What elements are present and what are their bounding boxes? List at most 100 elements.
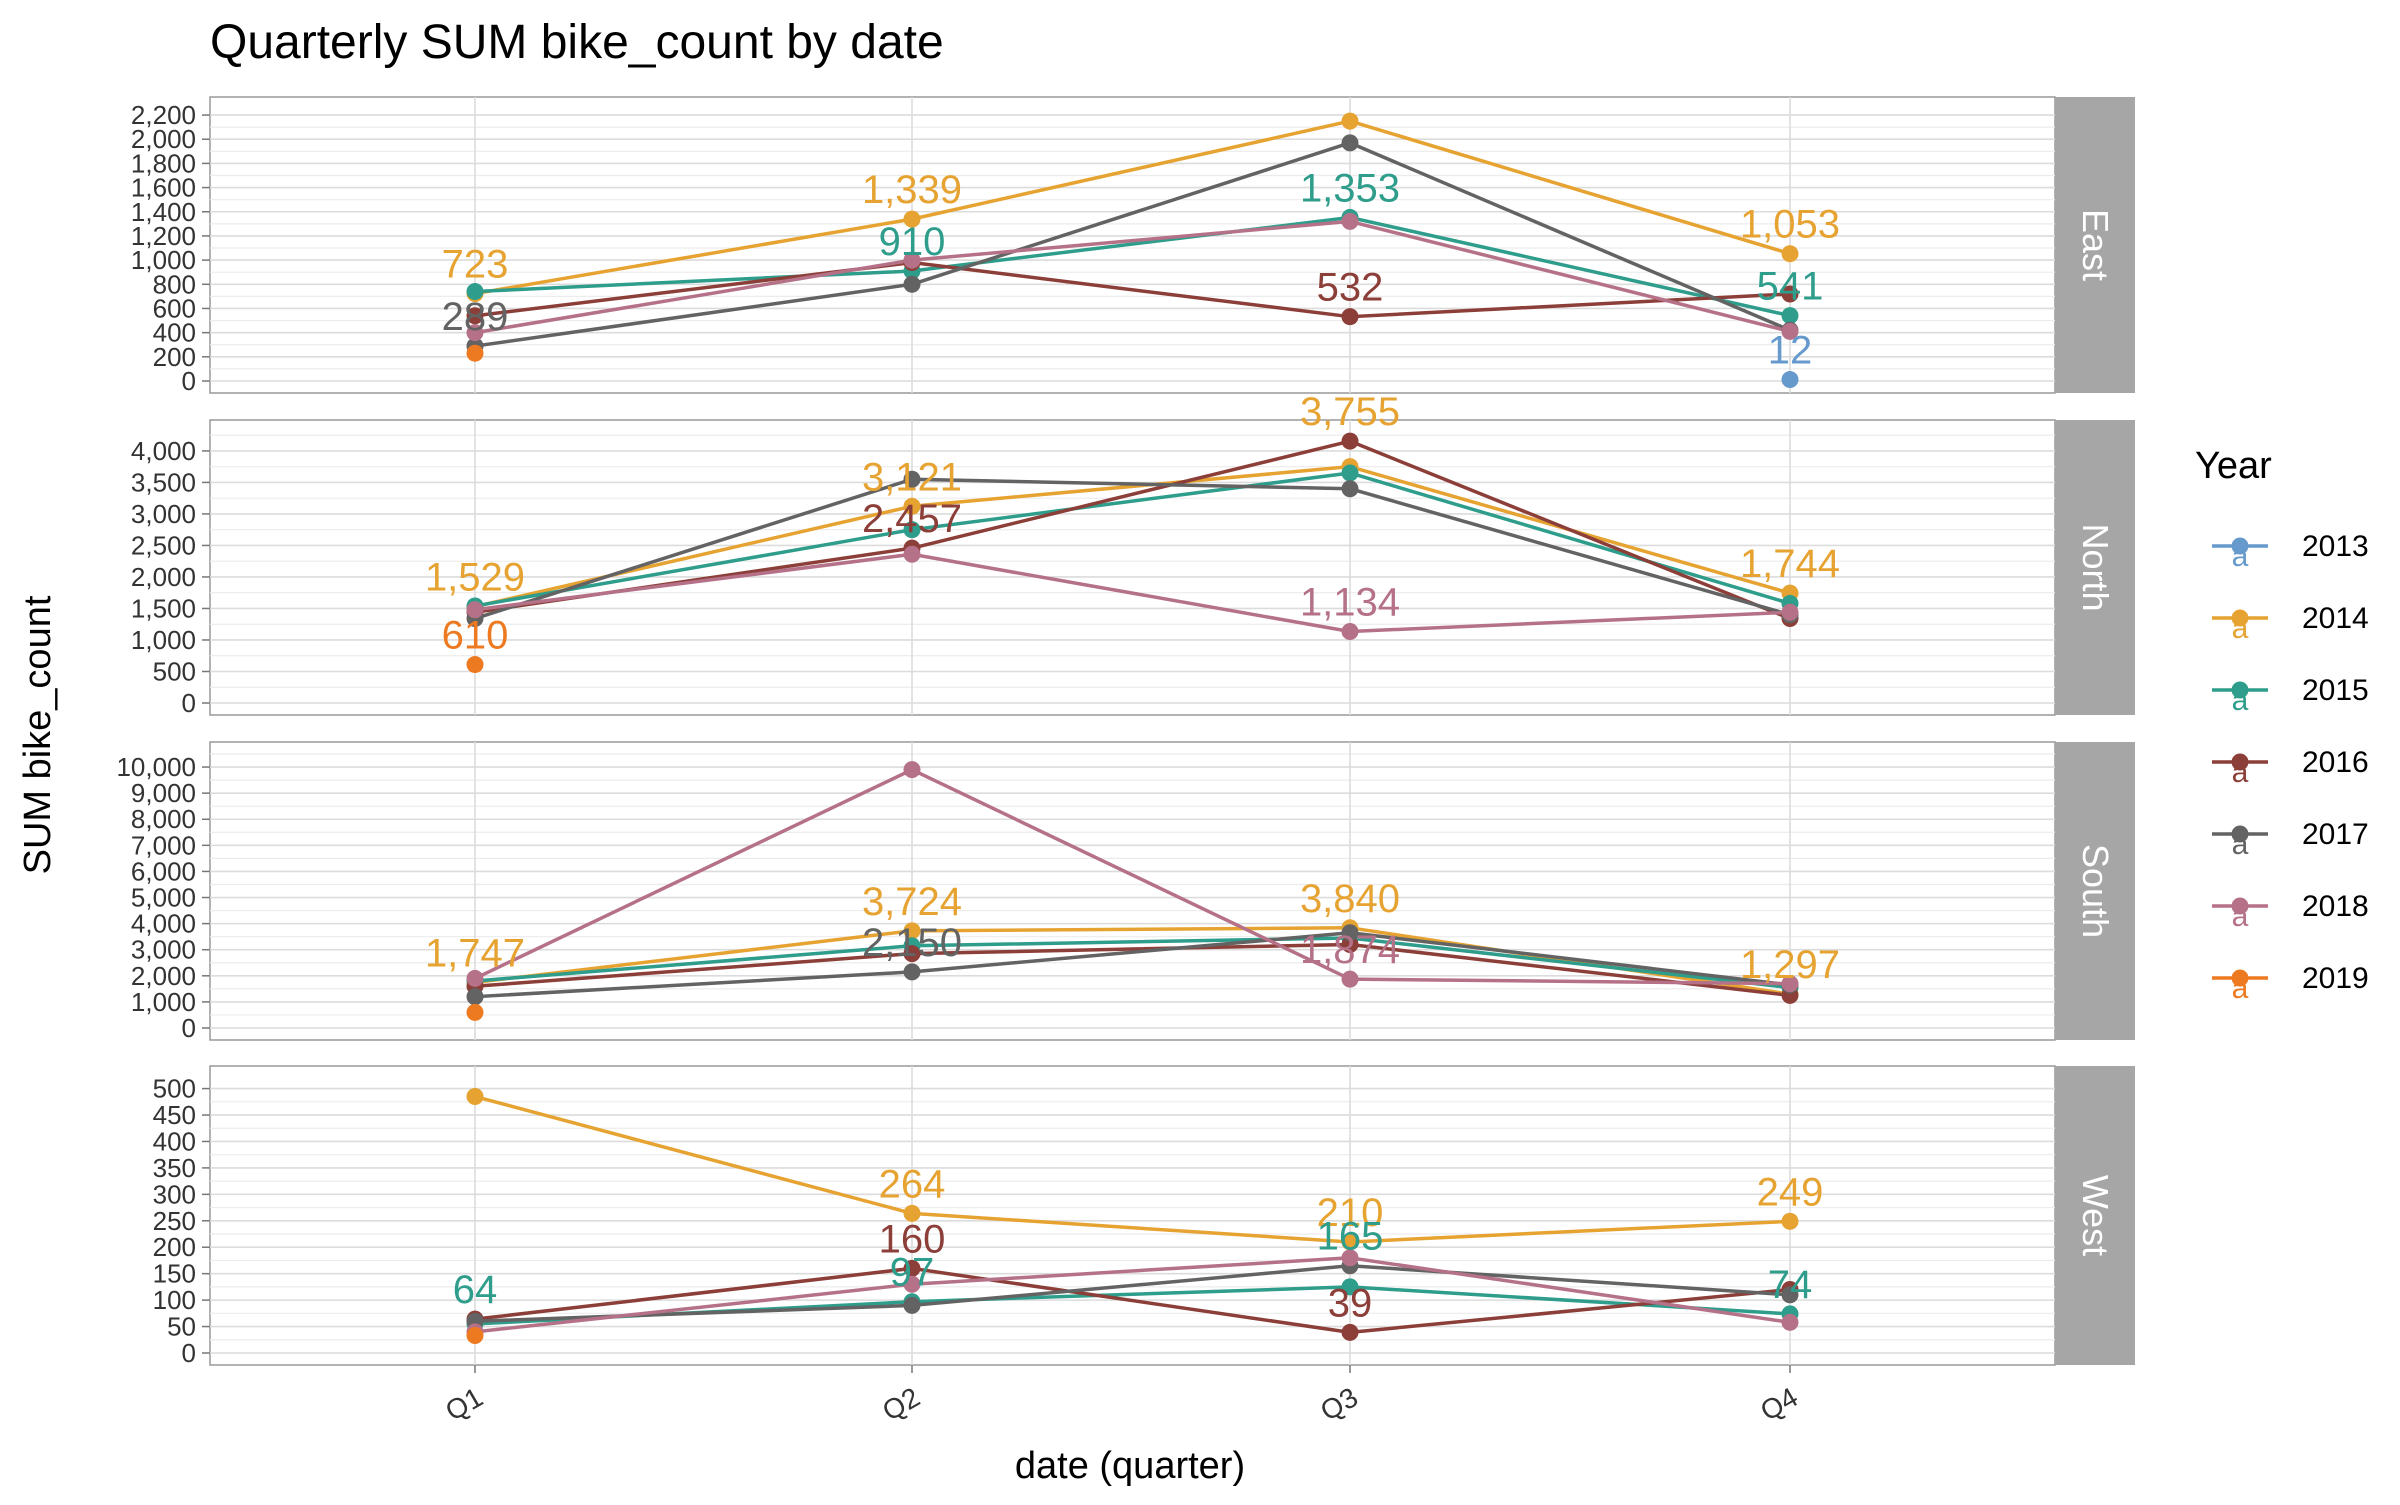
- facet-strip: [2055, 420, 2135, 715]
- legend-entry-label: 2013: [2302, 530, 2369, 563]
- data-point-2016: [1341, 432, 1359, 450]
- data-point-2017: [903, 470, 921, 488]
- data-point-2018: [466, 601, 484, 619]
- data-label: 1,339: [862, 168, 962, 212]
- data-label: 2,150: [862, 921, 962, 965]
- x-axis-ticks: Q1 Q2 Q3 Q4: [440, 1365, 1803, 1427]
- data-point-2019: [466, 1327, 484, 1345]
- series-line-2014: [474, 926, 1791, 996]
- data-point-2018: [1781, 322, 1799, 340]
- data-label: 1,747: [425, 931, 525, 975]
- legend-key-point: [2231, 825, 2249, 843]
- x-tick-label: Q3: [1315, 1381, 1363, 1427]
- y-tick-label: 250: [153, 1206, 196, 1236]
- facet-strip-label: North: [2075, 523, 2116, 611]
- legend-key-glyph: a: [2232, 684, 2249, 717]
- legend: Year a 2013 a 2014 a 2015 a 2016 a 2017 a 2018 a 2019: [2195, 445, 2369, 1005]
- series-line-2017: [474, 477, 1791, 621]
- y-tick-label: 1,800: [131, 148, 196, 178]
- y-tick-label: 300: [153, 1179, 196, 1209]
- y-tick-label: 150: [153, 1259, 196, 1289]
- y-tick-label: 1,000: [131, 987, 196, 1017]
- y-tick-label: 6,000: [131, 856, 196, 886]
- data-label: 1,053: [1740, 203, 1840, 247]
- data-point-2019: [466, 344, 484, 362]
- data-point-2018: [1341, 1249, 1359, 1267]
- data-label: 723: [442, 243, 509, 287]
- series-line-2018: [474, 219, 1791, 335]
- data-label: 1,353: [1300, 166, 1400, 210]
- legend-key-glyph: a: [2232, 756, 2249, 789]
- data-label: 2,457: [862, 497, 962, 541]
- legend-key-point: [2231, 681, 2249, 699]
- data-point-2018: [1781, 1313, 1799, 1331]
- series-line-2016: [474, 1266, 1791, 1335]
- data-point-2016: [466, 307, 484, 325]
- y-tick-label: 600: [153, 293, 196, 323]
- data-point-2015: [903, 521, 921, 539]
- legend-entry-label: 2019: [2302, 962, 2369, 995]
- data-point-2014: [1341, 1233, 1359, 1251]
- y-tick-label: 200: [153, 342, 196, 372]
- data-point-2014: [1341, 112, 1359, 130]
- y-tick-label: 5,000: [131, 883, 196, 913]
- data-point-2018: [466, 969, 484, 987]
- data-point-2018: [903, 1275, 921, 1293]
- data-label: 210: [1317, 1191, 1384, 1235]
- data-point-2019: [466, 1003, 484, 1021]
- series-line-2018: [474, 767, 1791, 986]
- series-line-2017: [474, 141, 1791, 348]
- y-tick-label: 7,000: [131, 830, 196, 860]
- y-tick-label: 350: [153, 1153, 196, 1183]
- data-point-2015: [1341, 1278, 1359, 1296]
- data-point-2016: [1781, 285, 1799, 303]
- series-line-2016: [474, 942, 1791, 998]
- data-point-2018: [1341, 623, 1359, 641]
- legend-key-point: [2231, 609, 2249, 627]
- data-point-2016: [1341, 308, 1359, 326]
- series-line-2016: [474, 439, 1791, 621]
- data-label: 1,744: [1740, 542, 1840, 586]
- y-tick-label: 2,200: [131, 100, 196, 130]
- data-label: 64: [453, 1268, 498, 1312]
- data-label: 264: [879, 1162, 946, 1206]
- y-tick-label: 500: [153, 1074, 196, 1104]
- y-tick-label: 0: [182, 688, 196, 718]
- x-axis-label: date (quarter): [1015, 1445, 1245, 1487]
- y-tick-label: 800: [153, 269, 196, 299]
- data-point-2018: [903, 761, 921, 779]
- data-label: 1,134: [1300, 581, 1400, 625]
- data-label: 74: [1768, 1263, 1813, 1307]
- series-line-2014: [474, 1094, 1791, 1244]
- data-label: 97: [890, 1251, 935, 1295]
- y-tick-label: 10,000: [116, 752, 196, 782]
- facet-strip-label: South: [2075, 844, 2116, 938]
- data-label: 1,529: [425, 556, 525, 600]
- data-point-2014: [903, 210, 921, 228]
- y-tick-label: 100: [153, 1285, 196, 1315]
- x-tick-label: Q2: [877, 1381, 925, 1427]
- data-point-2018: [903, 251, 921, 269]
- y-tick-label: 1,400: [131, 197, 196, 227]
- legend-entry-label: 2017: [2302, 818, 2369, 851]
- series-line-2014: [474, 119, 1791, 296]
- y-tick-label: 1,200: [131, 221, 196, 251]
- legend-entry-label: 2014: [2302, 602, 2369, 635]
- legend-key-glyph: a: [2232, 540, 2249, 573]
- y-tick-label: 0: [182, 1013, 196, 1043]
- data-point-2017: [903, 275, 921, 293]
- legend-key-glyph: a: [2232, 972, 2249, 1005]
- data-point-2017: [1781, 1286, 1799, 1304]
- y-tick-label: 1,500: [131, 593, 196, 623]
- facet-strip-label: East: [2075, 209, 2116, 281]
- y-tick-label: 500: [153, 656, 196, 686]
- y-tick-label: 400: [153, 318, 196, 348]
- series-line-2016: [474, 260, 1791, 319]
- data-point-2018: [903, 545, 921, 563]
- facet-strip-label: West: [2075, 1175, 2116, 1256]
- data-point-2018: [1781, 975, 1799, 993]
- y-tick-label: 4,000: [131, 909, 196, 939]
- data-point-2017: [903, 1296, 921, 1314]
- y-tick-label: 400: [153, 1126, 196, 1156]
